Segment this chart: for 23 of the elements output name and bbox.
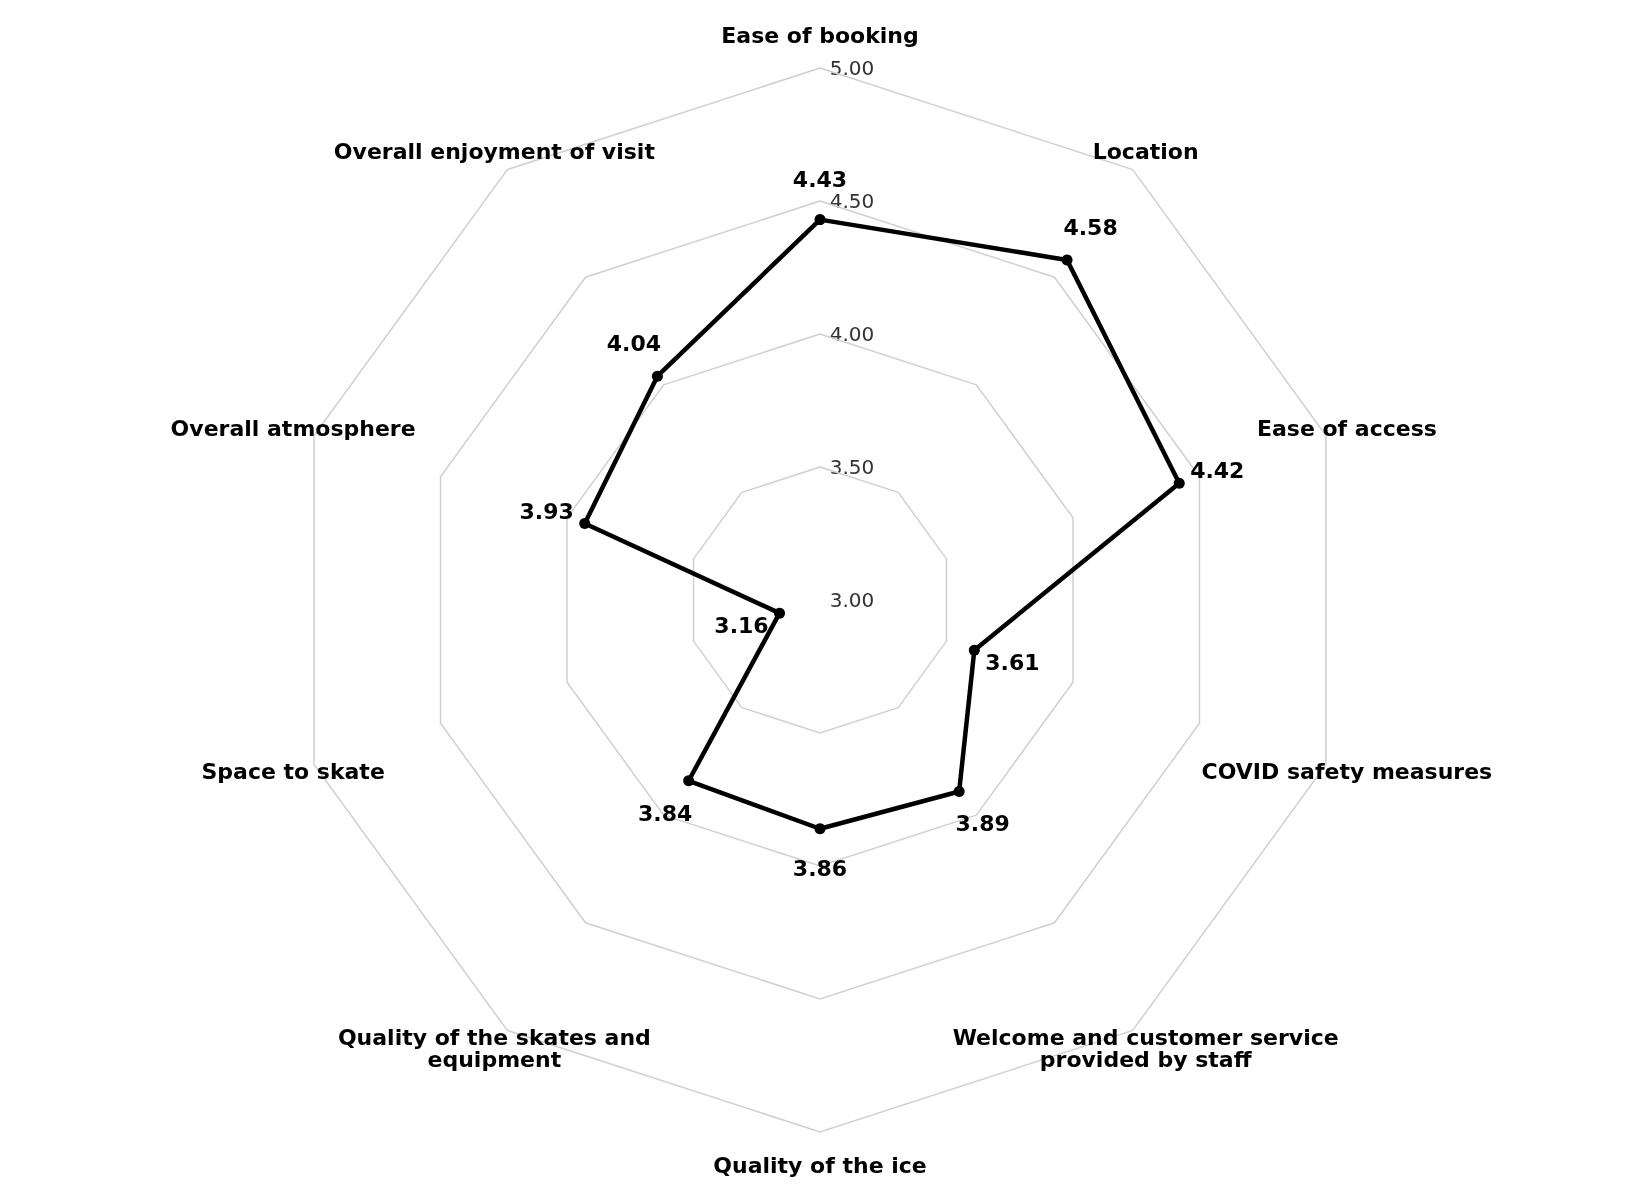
y-tick-label: 3.00 [829,588,875,612]
data-label: 3.89 [955,811,1010,837]
spoke-label: Ease of booking [721,22,919,48]
spoke-label: Quality of the skates and equipment [337,1024,651,1072]
data-label: 3.93 [519,498,574,524]
data-label: 3.61 [985,650,1040,675]
data-label: 4.04 [606,331,662,357]
spoke-label: Quality of the ice [713,1152,927,1178]
spoke-label: Overall atmosphere [170,416,416,442]
y-tick-label: 3.50 [829,455,875,479]
spoke-label: COVID safety measures [1201,758,1493,784]
spoke-label: Welcome and customer service provided by staff [952,1024,1339,1072]
data-label: 3.84 [638,800,693,826]
data-label: 3.16 [714,613,769,639]
data-label: 3.86 [792,856,848,882]
y-tick-label: 5.00 [829,56,875,80]
spoke-label: Overall enjoyment of visit [333,139,656,165]
data-label: 4.58 [1063,215,1118,241]
spoke-label: Space to skate [201,758,385,784]
data-label: 4.42 [1190,458,1245,484]
y-tick-label: 4.00 [829,322,875,346]
spoke-label: Ease of access [1256,416,1437,442]
spoke-label: Location [1092,139,1199,165]
